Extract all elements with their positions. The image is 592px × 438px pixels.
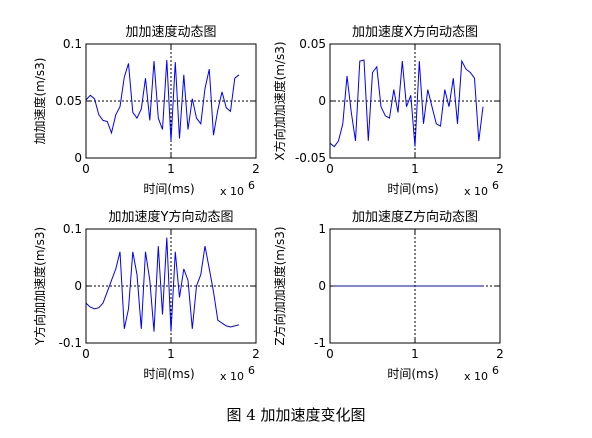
- x-axis-label: 时间(ms): [387, 367, 438, 381]
- series-line: [329, 59, 484, 148]
- x-tick-label: 2: [496, 162, 504, 176]
- x-exponent-label: x 10: [220, 370, 244, 383]
- x-exponent-label: x 10: [464, 185, 488, 198]
- y-tick-label: -1: [314, 336, 326, 350]
- chart-title: 加加速度Z方向动态图: [352, 209, 478, 225]
- y-tick-label: 0.05: [55, 94, 82, 108]
- x-exponent-label: x 10: [464, 370, 488, 383]
- y-tick-label: -0.1: [59, 336, 82, 350]
- series-line: [85, 59, 240, 141]
- y-tick-label: 1: [318, 222, 326, 236]
- x-exponent-power: 6: [248, 364, 255, 377]
- x-exponent-power: 6: [248, 179, 255, 192]
- x-exponent-power: 6: [492, 179, 499, 192]
- figure-caption: 图 4 加加速度变化图: [226, 406, 366, 424]
- x-tick-label: 1: [167, 347, 175, 361]
- y-tick-label: -0.05: [295, 151, 326, 165]
- y-tick-label: 0: [318, 279, 326, 293]
- x-tick-label: 2: [252, 347, 260, 361]
- x-tick-label: 1: [411, 347, 419, 361]
- y-tick-label: 0: [74, 279, 82, 293]
- x-axis-label: 时间(ms): [143, 367, 194, 381]
- y-axis-label: Y方向加加速度(m/s3): [32, 227, 47, 346]
- x-tick-label: 1: [167, 162, 175, 176]
- y-tick-label: 0: [318, 94, 326, 108]
- y-axis-label: Z方向加加速度(m/s3): [272, 226, 287, 345]
- chart-title: 加加速度X方向动态图: [352, 24, 478, 40]
- chart-title: 加加速度动态图: [125, 24, 216, 40]
- y-tick-label: 0.1: [63, 37, 82, 51]
- x-exponent-label: x 10: [220, 185, 244, 198]
- x-tick-label: 0: [326, 162, 334, 176]
- subplot-1: 加加速度动态图 0 1 2 0 0.05 0.1 时间(ms) x 10 6 加加速度(m/s3): [32, 24, 260, 198]
- x-tick-label: 0: [82, 347, 90, 361]
- x-tick-label: 0: [326, 347, 334, 361]
- y-tick-label: 0.05: [299, 37, 326, 51]
- x-tick-label: 0: [82, 162, 90, 176]
- chart-title: 加加速度Y方向动态图: [109, 209, 234, 225]
- y-tick-label: 0.1: [63, 222, 82, 236]
- x-exponent-power: 6: [492, 364, 499, 377]
- x-tick-label: 2: [496, 347, 504, 361]
- x-tick-label: 2: [252, 162, 260, 176]
- x-axis-label: 时间(ms): [387, 182, 438, 196]
- x-tick-label: 1: [411, 162, 419, 176]
- y-axis-label: X方向加加速度(m/s3): [272, 41, 287, 160]
- x-axis-label: 时间(ms): [143, 182, 194, 196]
- y-axis-label: 加加速度(m/s3): [32, 58, 47, 145]
- series-line: [85, 237, 240, 332]
- y-tick-label: 0: [74, 151, 82, 165]
